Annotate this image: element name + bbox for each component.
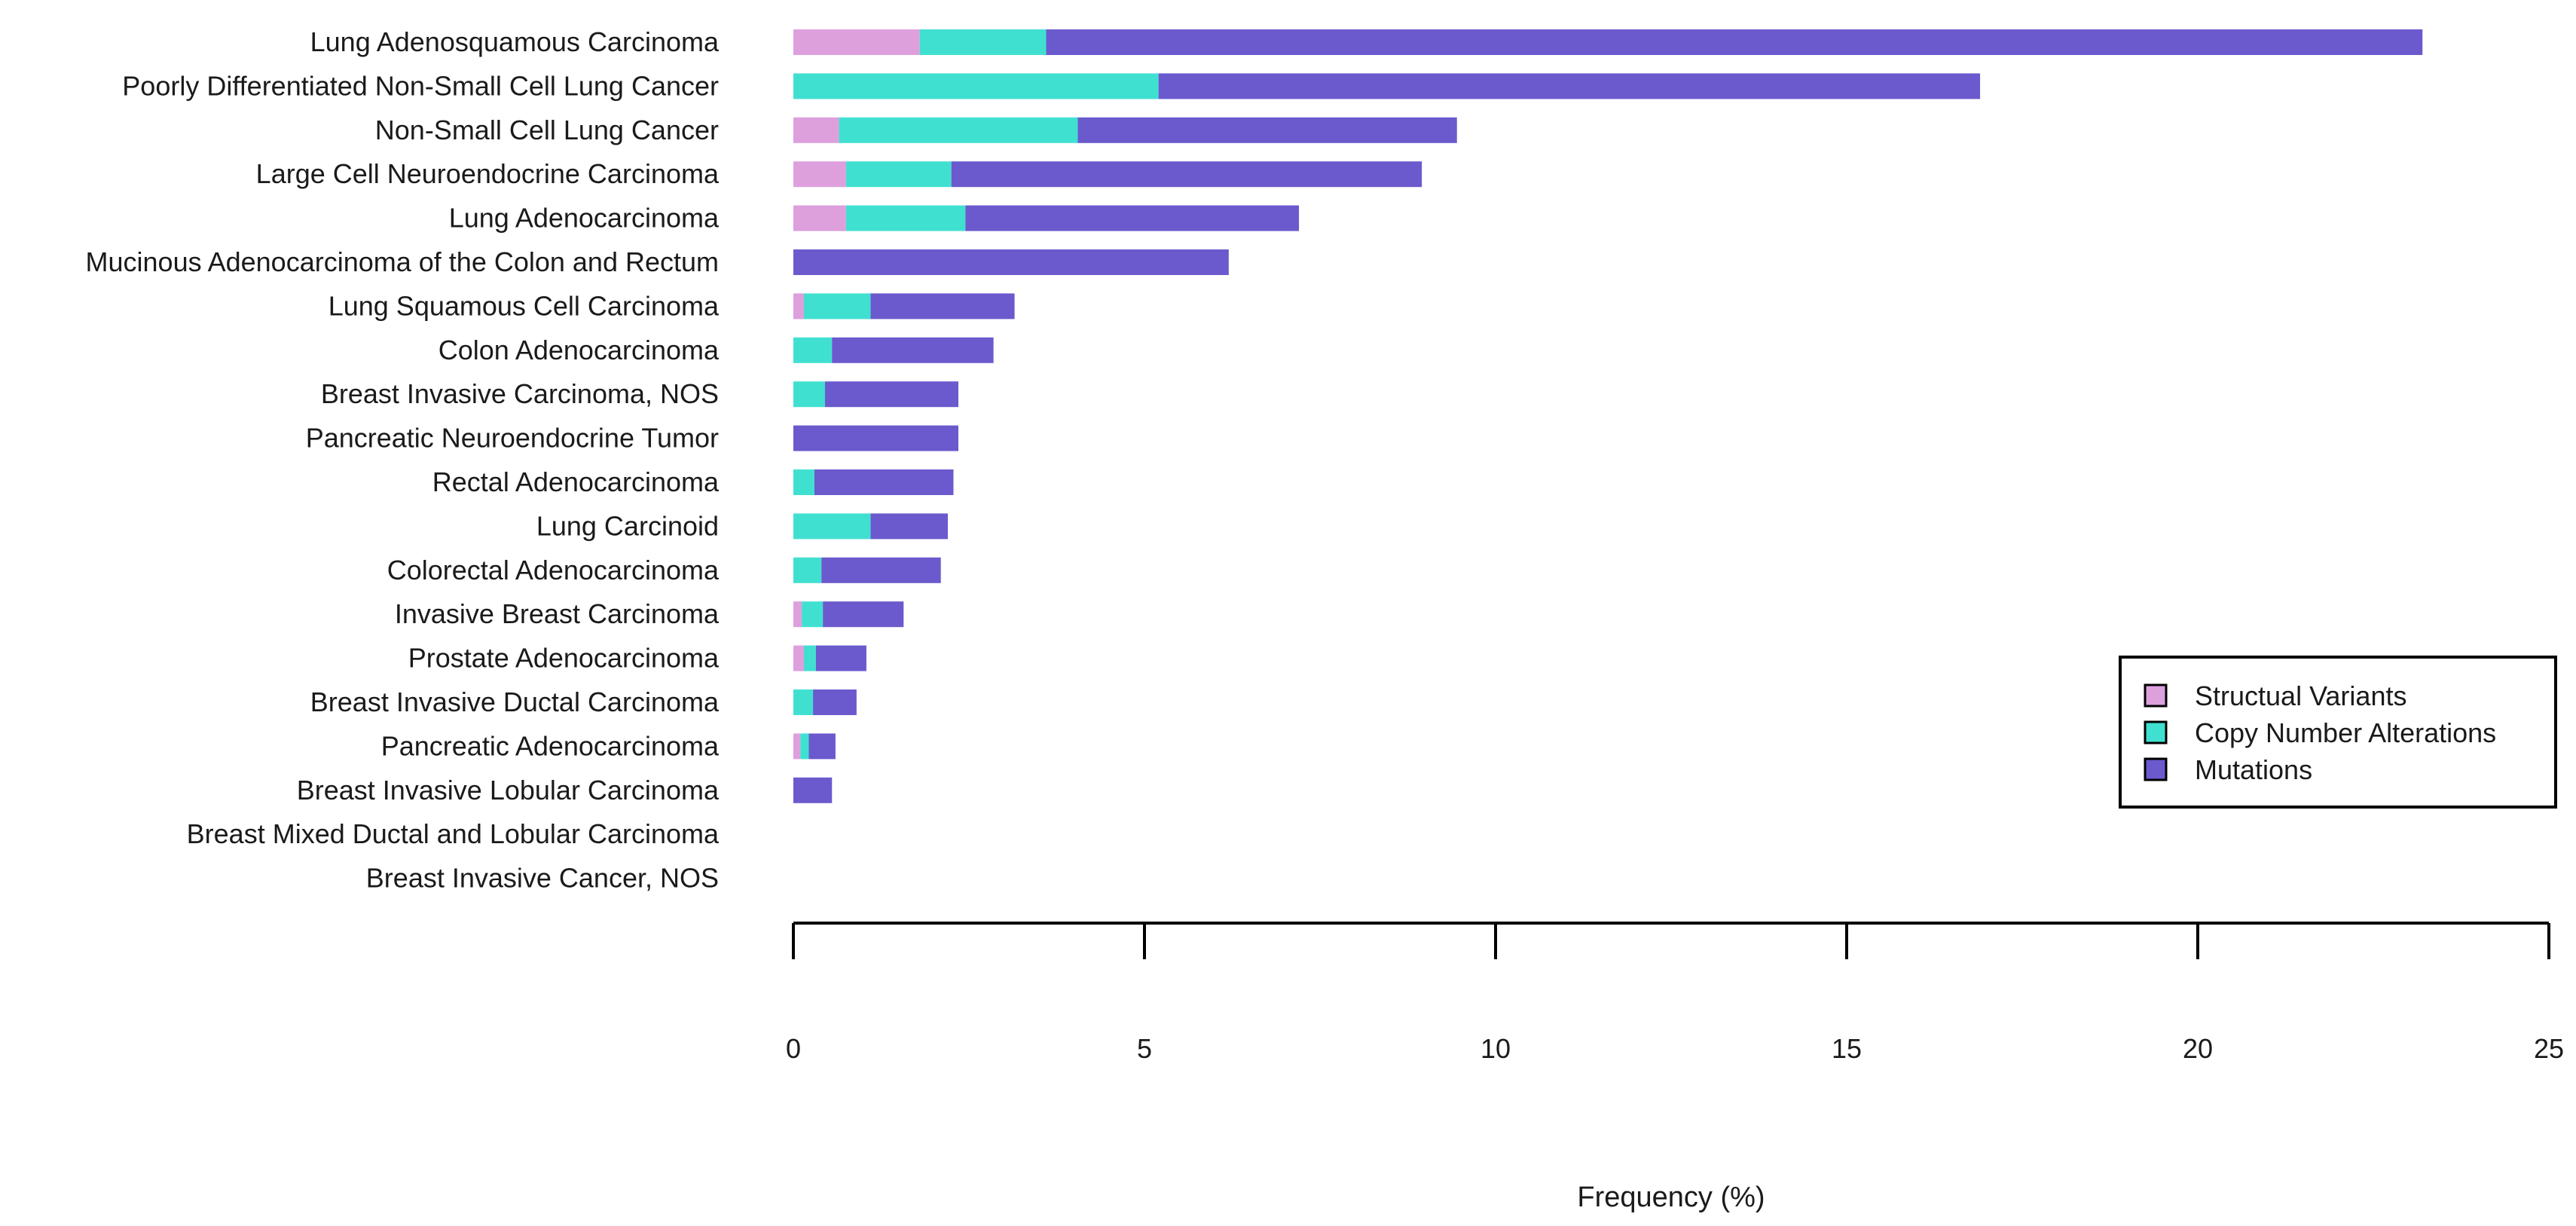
legend-swatch xyxy=(2144,683,2168,708)
category-label: Pancreatic Adenocarcinoma xyxy=(381,730,720,761)
x-tick-label: 25 xyxy=(2534,1033,2564,1064)
bars xyxy=(793,29,2423,803)
bar-segment-mutations xyxy=(1046,29,2423,55)
bar-segment-mutations xyxy=(793,249,1229,275)
x-tick-label: 5 xyxy=(1137,1033,1152,1064)
bar-segment-mutations xyxy=(1158,73,1981,99)
bar-segment-mutations xyxy=(815,645,866,671)
category-label: Large Cell Neuroendocrine Carcinoma xyxy=(256,158,720,189)
bar-segment-copy-number-alterations xyxy=(793,469,814,495)
bar-segment-structual-variants xyxy=(793,601,802,628)
legend-swatch xyxy=(2144,720,2168,744)
bar-segment-copy-number-alterations xyxy=(793,337,833,363)
bar-segment-structual-variants xyxy=(793,205,846,231)
category-label: Mucinous Adenocarcinoma of the Colon and… xyxy=(86,246,719,277)
bar-segment-mutations xyxy=(870,513,949,540)
bar-segment-structual-variants xyxy=(793,733,801,760)
bar-segment-mutations xyxy=(870,293,1015,319)
bar-segment-mutations xyxy=(823,601,904,628)
bar-segment-structual-variants xyxy=(793,293,804,319)
x-tick-label: 15 xyxy=(1832,1033,1862,1064)
bar-segment-copy-number-alterations xyxy=(793,381,825,408)
category-label: Non-Small Cell Lung Cancer xyxy=(375,115,719,145)
bar-segment-mutations xyxy=(813,689,857,715)
bar-segment-copy-number-alterations xyxy=(793,73,1159,99)
category-label: Rectal Adenocarcinoma xyxy=(432,466,720,497)
bar-segment-mutations xyxy=(793,777,833,803)
bar-segment-copy-number-alterations xyxy=(845,205,966,231)
category-label: Poorly Differentiated Non-Small Cell Lun… xyxy=(122,70,719,101)
x-tick-label: 10 xyxy=(1481,1033,1511,1064)
bar-segment-copy-number-alterations xyxy=(803,645,816,671)
legend: Structual Variants Copy Number Alteration… xyxy=(2119,656,2557,809)
category-label: Breast Invasive Ductal Carcinoma xyxy=(310,686,720,717)
bar-segment-copy-number-alterations xyxy=(919,29,1047,55)
category-label: Pancreatic Neuroendocrine Tumor xyxy=(306,423,719,454)
bar-segment-mutations xyxy=(808,733,836,760)
bar-segment-copy-number-alterations xyxy=(802,601,824,628)
bar-segment-structual-variants xyxy=(793,161,846,188)
bar-segment-mutations xyxy=(793,425,959,451)
bar-segment-copy-number-alterations xyxy=(793,513,871,540)
x-tick-label: 0 xyxy=(786,1033,801,1064)
legend-swatch xyxy=(2144,757,2168,781)
category-label: Lung Squamous Cell Carcinoma xyxy=(328,290,720,321)
category-label: Breast Invasive Lobular Carcinoma xyxy=(297,775,720,806)
x-axis-title: Frequency (%) xyxy=(1577,1182,1765,1213)
bar-segment-mutations xyxy=(832,337,994,363)
bar-segment-structual-variants xyxy=(793,29,920,55)
bar-segment-mutations xyxy=(814,469,954,495)
bar-segment-copy-number-alterations xyxy=(839,117,1078,143)
legend-label: Mutations xyxy=(2195,754,2312,785)
legend-label: Structual Variants xyxy=(2195,680,2406,711)
bar-segment-mutations xyxy=(821,557,941,583)
category-label: Colon Adenocarcinoma xyxy=(439,335,720,365)
category-label: Breast Mixed Ductal and Lobular Carcinom… xyxy=(187,818,720,849)
bar-segment-mutations xyxy=(824,381,959,408)
category-labels: Lung Adenosquamous Carcinoma Poorly Diffe… xyxy=(86,26,720,894)
category-label: Lung Carcinoid xyxy=(536,510,719,541)
category-label: Lung Adenocarcinoma xyxy=(449,203,720,234)
category-label: Invasive Breast Carcinoma xyxy=(395,598,720,629)
bar-segment-copy-number-alterations xyxy=(803,293,871,319)
x-axis: 0 5 10 15 20 25 xyxy=(786,922,2564,1064)
category-label: Lung Adenosquamous Carcinoma xyxy=(310,26,720,57)
category-label: Breast Invasive Cancer, NOS xyxy=(366,863,719,894)
legend-box xyxy=(2119,656,2557,809)
legend-label: Copy Number Alterations xyxy=(2195,717,2496,748)
bar-segment-structual-variants xyxy=(793,645,804,671)
legend-entries: Structual Variants Copy Number Alteration… xyxy=(2144,680,2496,785)
bar-segment-copy-number-alterations xyxy=(793,557,822,583)
bar-segment-copy-number-alterations xyxy=(793,689,814,715)
category-label: Prostate Adenocarcinoma xyxy=(408,643,720,674)
bar-segment-copy-number-alterations xyxy=(845,161,952,188)
category-label: Colorectal Adenocarcinoma xyxy=(387,555,720,585)
bar-segment-copy-number-alterations xyxy=(800,733,809,760)
bar-segment-mutations xyxy=(965,205,1300,231)
bar-segment-mutations xyxy=(951,161,1422,188)
bar-segment-mutations xyxy=(1077,117,1457,143)
x-axis-ticks: 0 5 10 15 20 25 xyxy=(786,923,2564,1064)
category-label: Breast Invasive Carcinoma, NOS xyxy=(321,378,719,409)
bar-segment-structual-variants xyxy=(793,117,839,143)
x-tick-label: 20 xyxy=(2183,1033,2213,1064)
